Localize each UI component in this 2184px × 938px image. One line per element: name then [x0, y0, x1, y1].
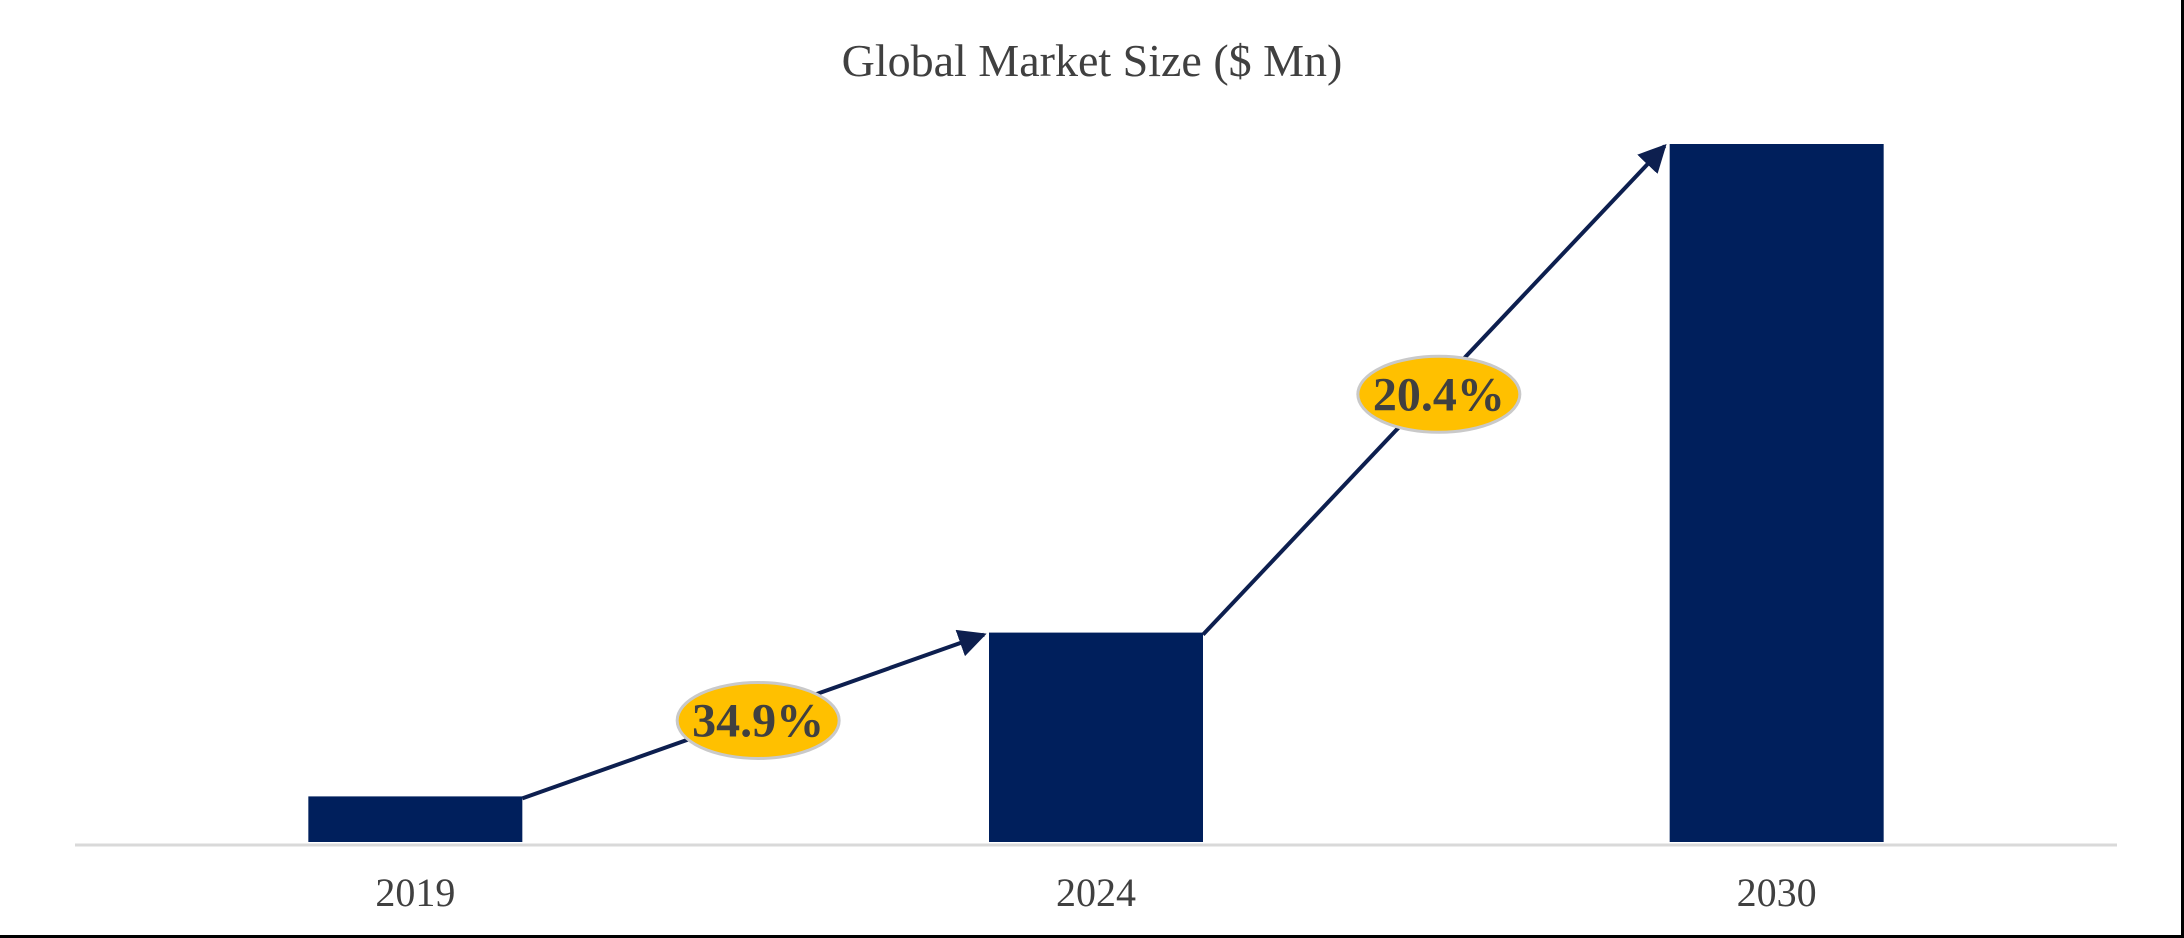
chart-title: Global Market Size ($ Mn) [841, 35, 1343, 86]
bar-2024 [989, 632, 1203, 842]
x-tick-label-2019: 2019 [375, 870, 455, 915]
cagr-label-1: 34.9% [692, 694, 824, 747]
cagr-badge-1 [675, 680, 841, 760]
cagr-label-2: 20.4% [1373, 368, 1505, 421]
x-tick-label-2030: 2030 [1737, 870, 1817, 915]
x-tick-label-2024: 2024 [1056, 870, 1136, 915]
cagr-badge-2 [1356, 354, 1522, 434]
bar-2030 [1669, 144, 1884, 842]
bar-2019 [308, 796, 523, 842]
